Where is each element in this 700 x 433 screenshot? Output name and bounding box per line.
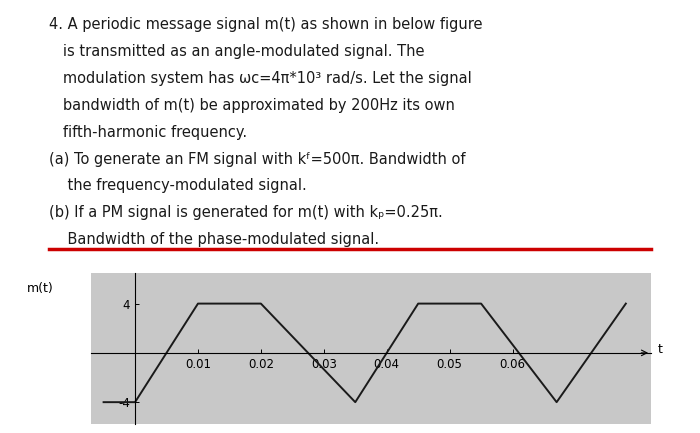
Text: Bandwidth of the phase-modulated signal.: Bandwidth of the phase-modulated signal. xyxy=(49,232,379,247)
Text: (a) To generate an FM signal with kᶠ=500π. Bandwidth of: (a) To generate an FM signal with kᶠ=500… xyxy=(49,152,466,167)
Text: m(t): m(t) xyxy=(27,282,54,295)
Text: is transmitted as an angle-modulated signal. The: is transmitted as an angle-modulated sig… xyxy=(49,44,424,59)
Text: bandwidth of m(t) be approximated by 200Hz its own: bandwidth of m(t) be approximated by 200… xyxy=(49,98,455,113)
Text: the frequency-modulated signal.: the frequency-modulated signal. xyxy=(49,178,307,194)
Text: (b) If a PM signal is generated for m(t) with kₚ=0.25π.: (b) If a PM signal is generated for m(t)… xyxy=(49,205,442,220)
Text: t: t xyxy=(657,343,662,355)
Text: modulation system has ωᴄ=4π*10³ rad/s. Let the signal: modulation system has ωᴄ=4π*10³ rad/s. L… xyxy=(49,71,472,86)
Text: fifth-harmonic frequency.: fifth-harmonic frequency. xyxy=(49,125,247,140)
Text: 4. A periodic message signal m(t) as shown in below figure: 4. A periodic message signal m(t) as sho… xyxy=(49,17,482,32)
